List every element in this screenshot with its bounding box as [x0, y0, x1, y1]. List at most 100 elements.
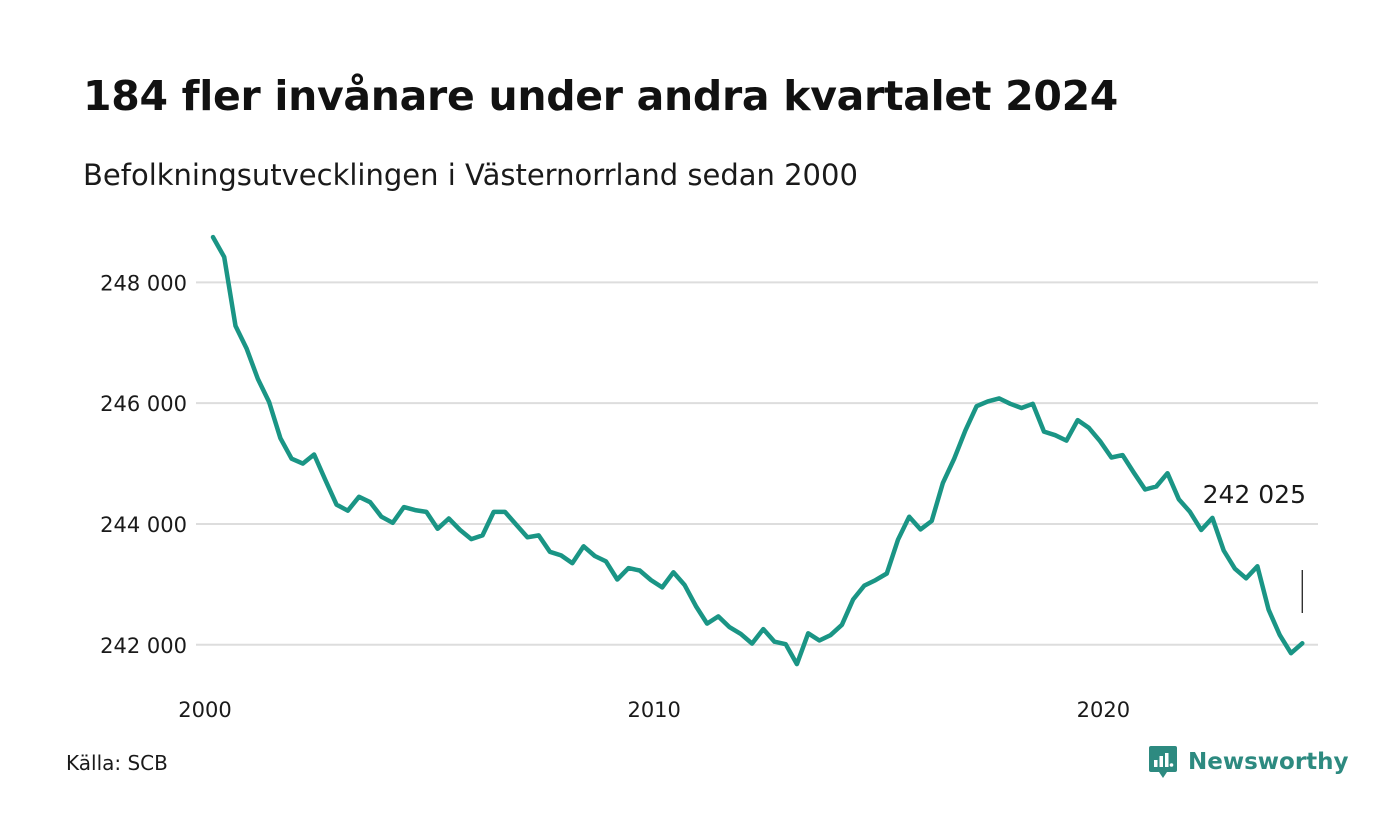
data-point: [1098, 439, 1102, 443]
data-point: [593, 554, 597, 558]
data-point: [1075, 418, 1079, 422]
data-point: [694, 604, 698, 608]
data-point: [244, 347, 248, 351]
data-point: [1143, 487, 1147, 491]
data-point: [862, 583, 866, 587]
y-tick-label: 242 000: [100, 634, 187, 658]
data-point: [1064, 438, 1068, 442]
data-point: [278, 436, 282, 440]
data-point: [1132, 470, 1136, 474]
data-point: [885, 571, 889, 575]
data-point: [1042, 429, 1046, 433]
data-point: [615, 577, 619, 581]
data-point: [795, 662, 799, 666]
data-point: [581, 544, 585, 548]
data-point: [323, 478, 327, 482]
data-point: [334, 502, 338, 506]
y-tick-label: 244 000: [100, 513, 187, 537]
data-point: [1154, 484, 1158, 488]
data-point: [929, 519, 933, 523]
data-point: [941, 481, 945, 485]
data-point: [402, 505, 406, 509]
data-point: [761, 627, 765, 631]
data-point: [1255, 564, 1259, 568]
series-line-0: [210, 234, 1305, 667]
data-point: [1266, 608, 1270, 612]
data-point: [458, 528, 462, 532]
data-point: [211, 235, 215, 239]
data-point: [1278, 633, 1282, 637]
data-point: [817, 638, 821, 642]
y-axis-tick-labels: 242 000 244 000 246 000 248 000: [100, 271, 187, 657]
data-point: [963, 428, 967, 432]
x-axis-tick-labels: 2000 2010 2020: [178, 698, 1130, 722]
data-point: [873, 578, 877, 582]
data-point: [750, 641, 754, 645]
data-point: [301, 461, 305, 465]
data-point: [604, 559, 608, 563]
brand-name: Newsworthy: [1188, 749, 1349, 775]
data-point: [222, 255, 226, 259]
data-point: [840, 623, 844, 627]
data-point: [267, 400, 271, 404]
data-point: [806, 631, 810, 635]
x-tick-label: 2020: [1077, 698, 1130, 722]
chart-subtitle: Befolkningsutvecklingen i Västernorrland…: [83, 158, 858, 192]
data-point: [548, 550, 552, 554]
data-point: [379, 515, 383, 519]
data-point: [1221, 548, 1225, 552]
data-point: [671, 570, 675, 574]
data-point: [1199, 528, 1203, 532]
data-point: [851, 597, 855, 601]
data-point: [480, 533, 484, 537]
brand: Newsworthy: [1148, 744, 1349, 780]
data-point: [368, 500, 372, 504]
chart-title: 184 fler invånare under andra kvartalet …: [83, 72, 1119, 120]
data-point: [346, 508, 350, 512]
data-point: [649, 578, 653, 582]
data-point: [1031, 402, 1035, 406]
data-point: [986, 399, 990, 403]
data-point: [514, 522, 518, 526]
data-point: [772, 640, 776, 644]
data-point: [469, 537, 473, 541]
x-tick-label: 2010: [627, 698, 680, 722]
data-point: [1087, 426, 1091, 430]
data-point: [705, 621, 709, 625]
data-point: [1210, 516, 1214, 520]
data-point: [1244, 576, 1248, 580]
data-point: [413, 508, 417, 512]
data-point: [435, 527, 439, 531]
data-point: [357, 495, 361, 499]
y-tick-label: 246 000: [100, 392, 187, 416]
data-point: [896, 537, 900, 541]
data-point: [1177, 497, 1181, 501]
data-point: [907, 515, 911, 519]
data-point: [952, 457, 956, 461]
data-point: [660, 585, 664, 589]
annotation: 242 025: [1203, 480, 1306, 613]
series-lines: [210, 234, 1305, 667]
data-point: [626, 566, 630, 570]
data-point: [974, 404, 978, 408]
data-point: [1300, 641, 1304, 645]
data-point: [503, 510, 507, 514]
data-point: [1053, 433, 1057, 437]
data-point: [918, 527, 922, 531]
y-tick-label: 248 000: [100, 271, 187, 295]
data-point: [525, 535, 529, 539]
data-point: [784, 642, 788, 646]
data-point: [424, 510, 428, 514]
data-point: [390, 521, 394, 525]
data-point: [256, 377, 260, 381]
data-point: [1008, 402, 1012, 406]
data-point: [739, 632, 743, 636]
x-tick-label: 2000: [178, 698, 231, 722]
data-point: [1188, 510, 1192, 514]
data-point: [312, 452, 316, 456]
data-point: [1120, 453, 1124, 457]
data-point: [997, 396, 1001, 400]
data-point: [570, 561, 574, 565]
annotation-label: 242 025: [1203, 480, 1306, 509]
